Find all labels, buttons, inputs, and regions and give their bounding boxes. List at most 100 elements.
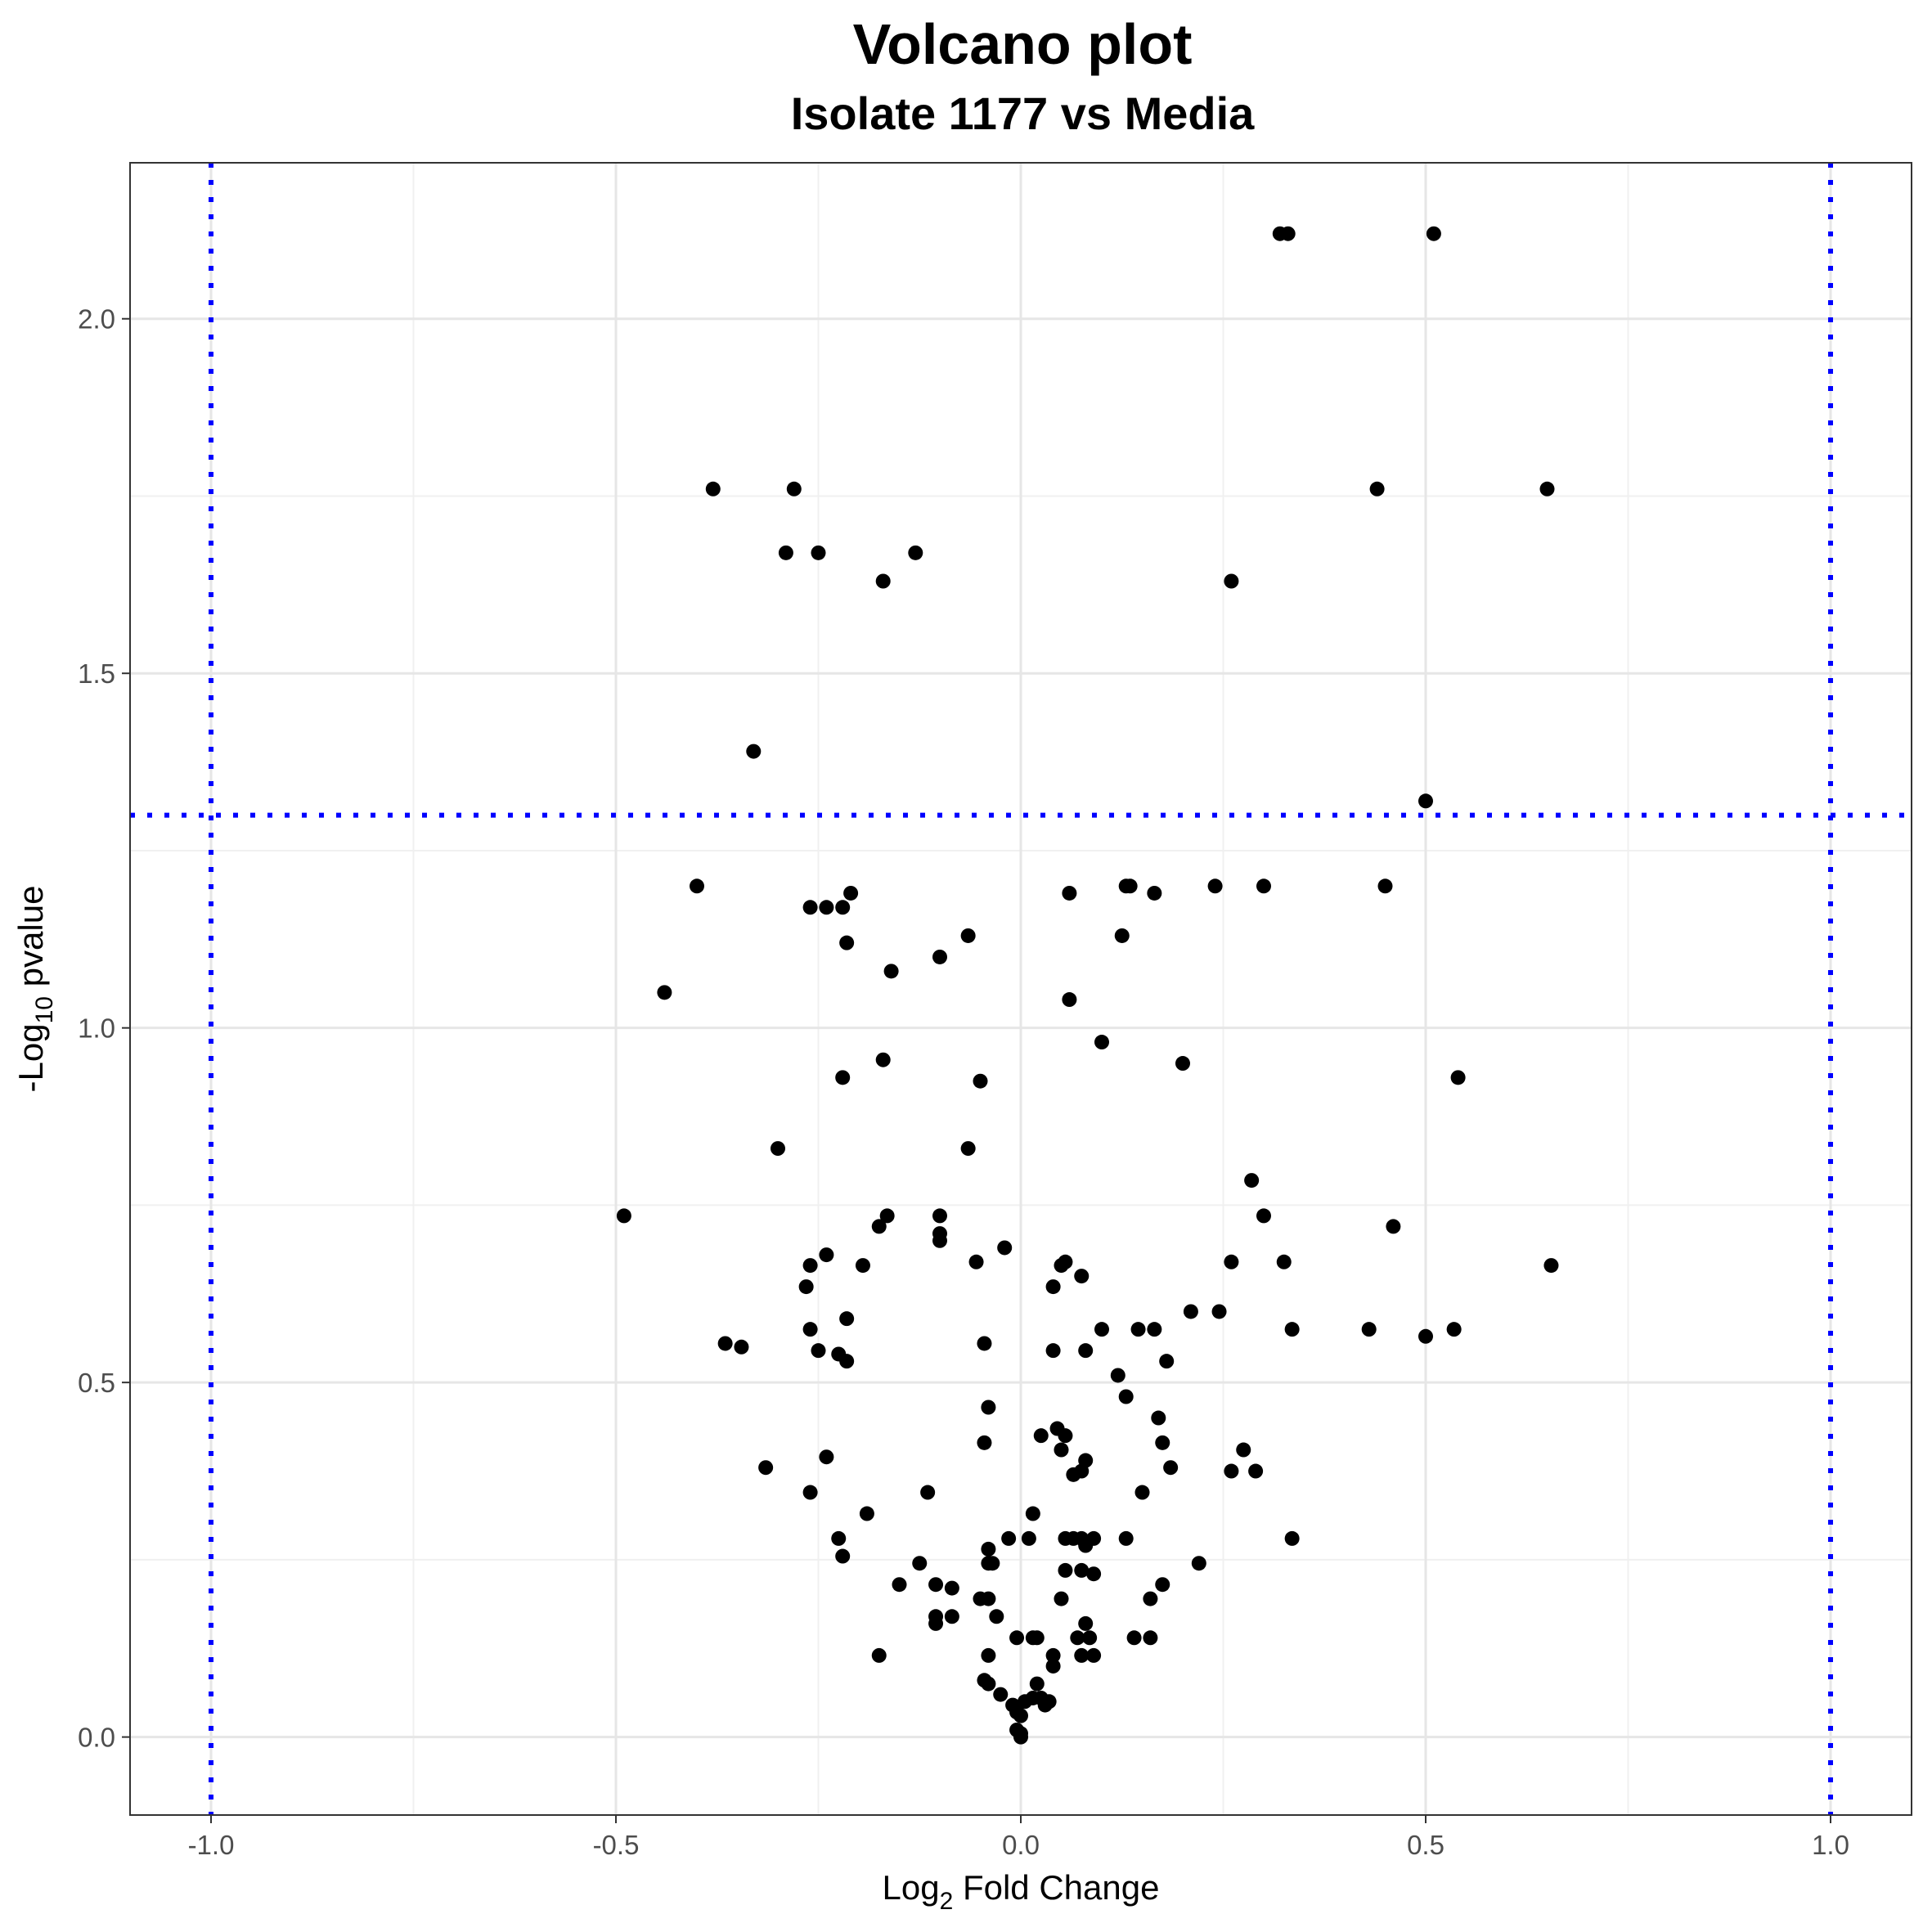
y-tick-label: 0.0: [78, 1723, 115, 1753]
data-point: [1118, 1389, 1134, 1404]
data-point: [879, 1208, 895, 1224]
data-point: [717, 1336, 733, 1351]
data-point: [1009, 1630, 1025, 1646]
data-point: [993, 1687, 1009, 1702]
x-axis: -1.0 -0.5 0.0 0.5 1.0: [188, 1815, 1849, 1860]
y-axis-title: -Log10 pvalue: [11, 886, 58, 1093]
y-tick-label: 1.0: [78, 1013, 115, 1044]
data-point: [1418, 793, 1433, 809]
data-point: [1013, 1729, 1028, 1745]
data-point: [981, 1591, 996, 1606]
data-point: [1001, 1530, 1017, 1546]
chart-subtitle: Isolate 1177 vs Media: [791, 88, 1255, 139]
data-point: [1386, 1219, 1401, 1234]
data-point: [1248, 1463, 1264, 1479]
data-point: [734, 1339, 749, 1355]
data-point: [1078, 1615, 1094, 1631]
data-point: [1361, 1322, 1377, 1337]
data-point: [908, 545, 923, 560]
x-tick-label: -1.0: [188, 1830, 235, 1860]
data-point: [928, 1615, 944, 1631]
data-point: [960, 1141, 976, 1157]
data-point: [932, 1233, 947, 1248]
data-point: [859, 1506, 874, 1521]
data-point: [843, 885, 859, 901]
data-point: [1074, 1647, 1090, 1663]
data-point: [932, 949, 947, 964]
data-point: [1191, 1556, 1206, 1571]
data-point: [835, 1070, 851, 1085]
data-point: [944, 1609, 959, 1624]
data-point: [835, 1548, 851, 1564]
data-point: [705, 481, 721, 496]
data-point: [835, 900, 851, 915]
data-point: [1062, 885, 1077, 901]
data-point: [819, 1449, 834, 1465]
data-point: [839, 1354, 855, 1369]
data-point: [1539, 481, 1555, 496]
gridlines: [130, 163, 1912, 1815]
data-point: [1118, 1530, 1134, 1546]
data-point: [1256, 1208, 1271, 1224]
x-tick-label: 1.0: [1812, 1830, 1849, 1860]
data-point: [960, 928, 976, 943]
data-point: [928, 1577, 944, 1593]
data-point: [839, 935, 855, 950]
data-point: [871, 1219, 887, 1234]
data-point: [1029, 1676, 1045, 1692]
y-tick-label: 1.5: [78, 658, 115, 689]
data-point: [932, 1208, 947, 1224]
data-point: [1017, 1694, 1032, 1710]
data-point: [1126, 1630, 1142, 1646]
data-point: [977, 1336, 992, 1351]
reference-lines: [130, 163, 1912, 1815]
data-point: [1151, 1410, 1166, 1426]
data-point: [1074, 1562, 1090, 1578]
data-point: [912, 1556, 928, 1571]
data-point: [920, 1485, 936, 1500]
data-point: [1086, 1566, 1102, 1582]
data-point: [1070, 1630, 1085, 1646]
data-point: [1122, 878, 1138, 894]
data-point: [997, 1240, 1013, 1256]
data-point: [1155, 1577, 1170, 1593]
x-tick-label: 0.5: [1407, 1830, 1445, 1860]
data-point: [1244, 1173, 1260, 1188]
data-point: [981, 1400, 996, 1415]
data-point: [892, 1577, 907, 1593]
data-points: [616, 226, 1559, 1745]
x-tick-label: 0.0: [1002, 1830, 1040, 1860]
data-point: [616, 1208, 631, 1224]
data-point: [771, 1141, 785, 1157]
data-point: [786, 481, 802, 496]
y-tick-label: 2.0: [78, 304, 115, 335]
data-point: [1143, 1630, 1158, 1646]
data-point: [1114, 928, 1130, 943]
data-point: [1155, 1435, 1170, 1450]
data-point: [973, 1073, 988, 1089]
data-point: [1086, 1647, 1102, 1663]
data-point: [1045, 1658, 1061, 1674]
data-point: [1045, 1647, 1061, 1663]
data-point: [802, 1322, 818, 1337]
data-point: [1066, 1467, 1081, 1482]
data-point: [1054, 1442, 1069, 1458]
y-axis: 0.0 0.5 1.0 1.5 2.0: [78, 304, 130, 1753]
data-point: [1256, 878, 1271, 894]
data-point: [802, 900, 818, 915]
data-point: [1426, 226, 1441, 241]
data-point: [1284, 1530, 1300, 1546]
data-point: [1543, 1258, 1559, 1274]
data-point: [871, 1647, 887, 1663]
data-point: [1207, 878, 1223, 894]
data-point: [1021, 1530, 1036, 1546]
data-point: [1224, 1463, 1239, 1479]
data-point: [1418, 1328, 1433, 1344]
data-point: [1054, 1591, 1069, 1606]
data-point: [802, 1485, 818, 1500]
data-point: [1033, 1428, 1049, 1444]
data-point: [1224, 1254, 1239, 1269]
data-point: [1183, 1304, 1198, 1319]
data-point: [1045, 1343, 1061, 1359]
data-point: [819, 1247, 834, 1263]
